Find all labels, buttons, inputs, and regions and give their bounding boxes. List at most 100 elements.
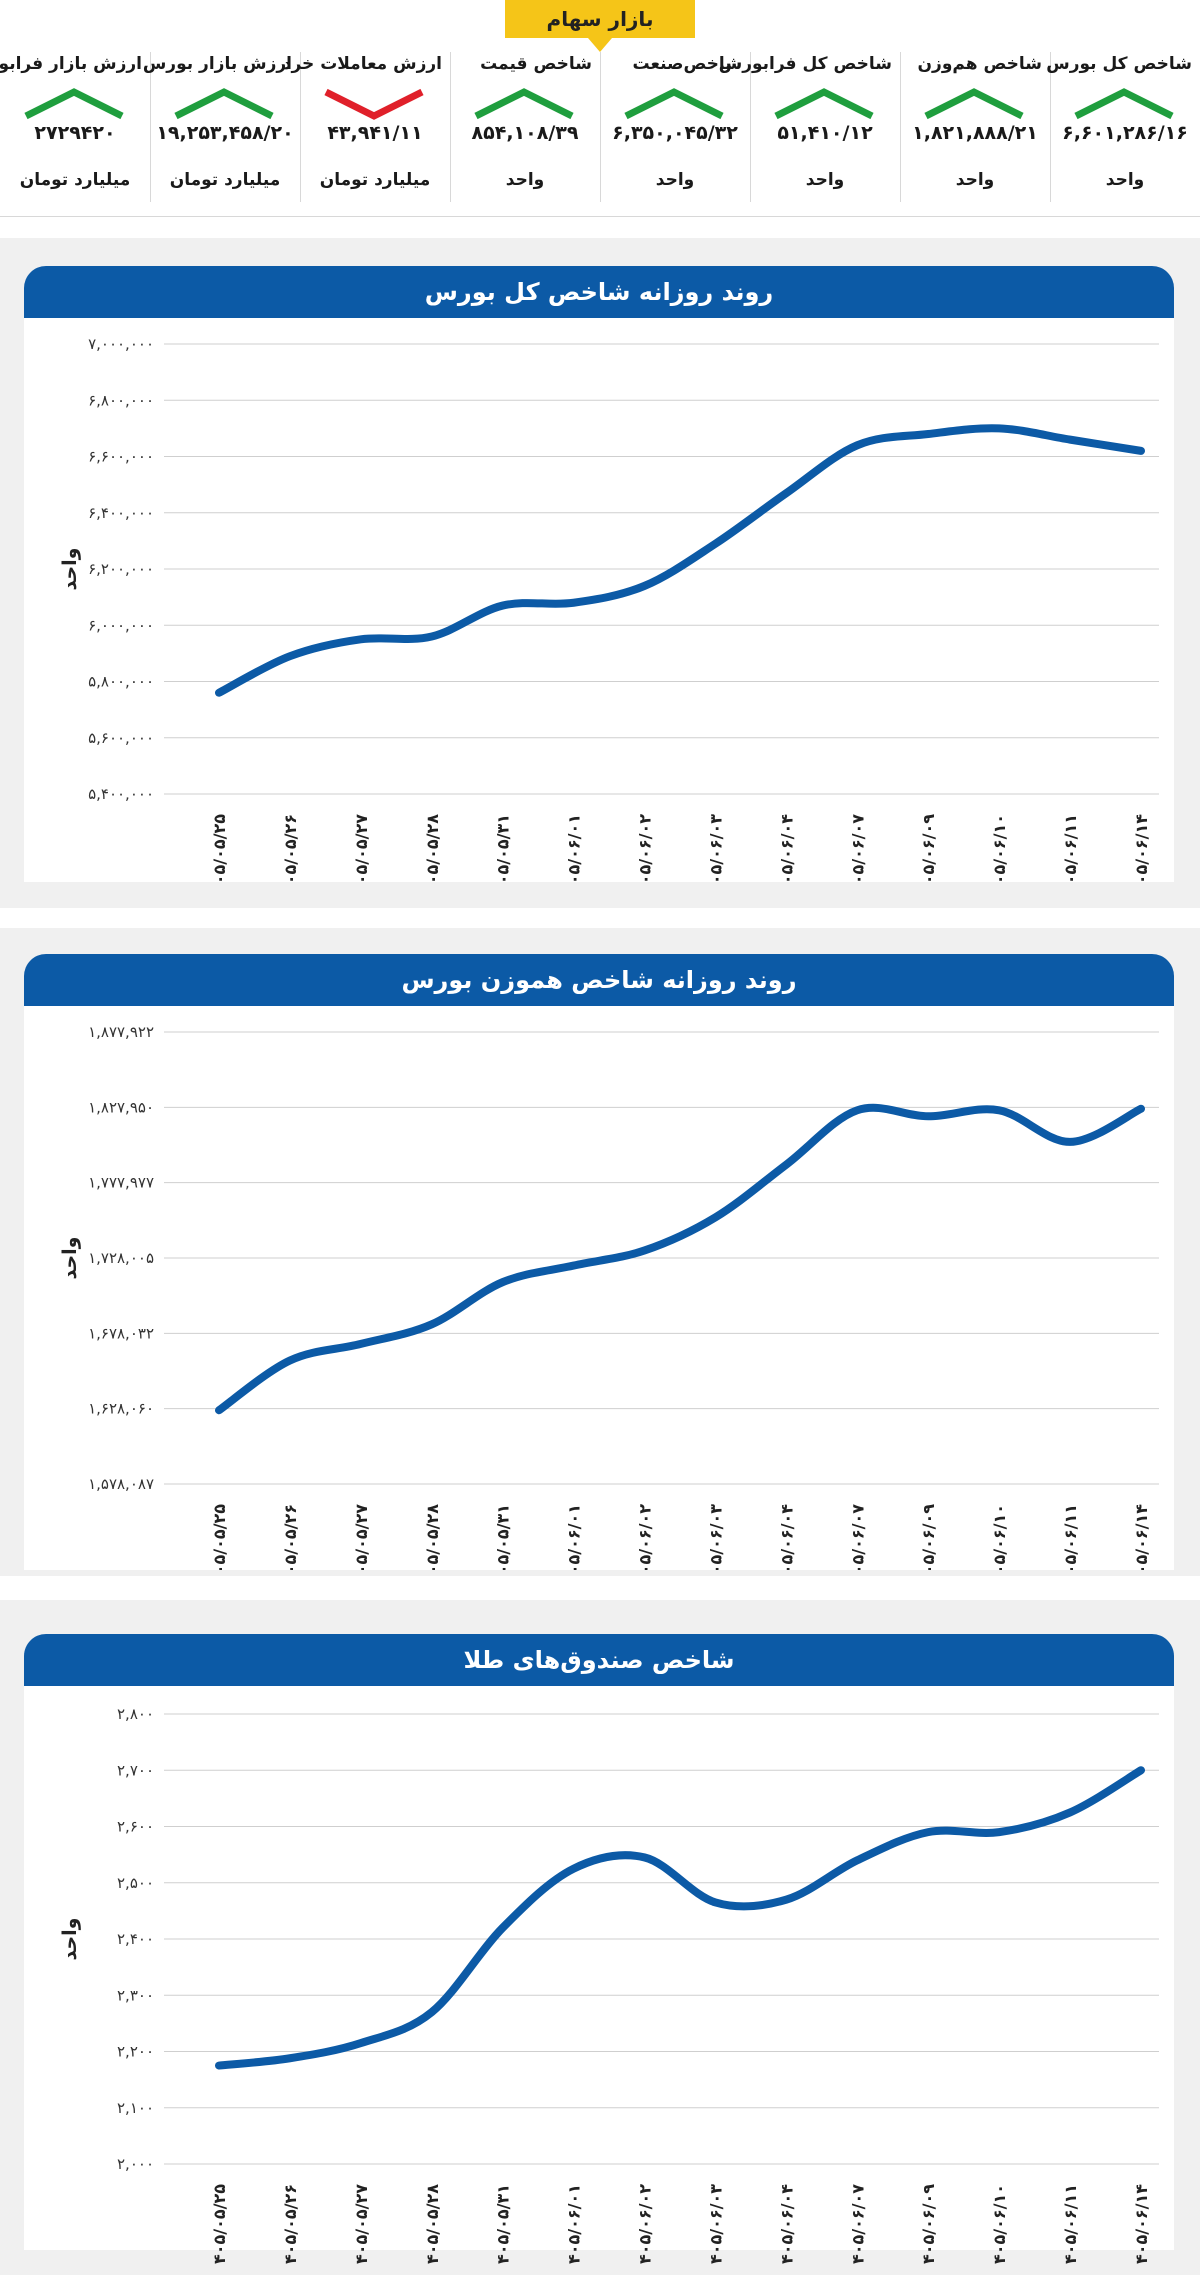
x-tick-label: ۱۴۰۵/۰۶/۱۴ [1132, 1504, 1151, 1570]
chart-total-index: ۵,۴۰۰,۰۰۰ ۵,۶۰۰,۰۰۰ ۵,۸۰۰,۰۰۰ ۶,۰۰۰,۰۰۰ ۶,۲۰… [59, 335, 1159, 882]
y-tick-label: ۲,۴۰۰ [117, 1930, 154, 1948]
series-line [215, 1766, 1145, 2070]
data-point [925, 431, 931, 437]
summary-stat-value: ۵۱,۴۱۰/۱۲ [777, 122, 873, 144]
divider [150, 52, 151, 202]
x-tick-label: ۱۴۰۵/۰۵/۳۱ [494, 814, 513, 882]
y-tick-label: ۱,۶۲۸,۰۶۰ [88, 1400, 154, 1418]
chart-card-gold-funds: شاخص صندوق‌های طلا ۲,۰۰۰ ۲,۱۰۰ ۲,۲۰۰ ۲,۳۰۰ ۲… [24, 1634, 1174, 2266]
data-point [1067, 437, 1073, 443]
y-tick-label: ۵,۶۰۰,۰۰۰ [88, 729, 154, 747]
y-tick-label: ۶,۴۰۰,۰۰۰ [88, 504, 154, 522]
chart-title-gold-funds: شاخص صندوق‌های طلا [24, 1634, 1174, 1686]
x-tick-label: ۱۴۰۵/۰۵/۲۷ [352, 2184, 371, 2266]
x-tick-label: ۱۴۰۵/۰۵/۲۸ [423, 2184, 442, 2266]
y-tick-label: ۱,۵۷۸,۰۸۷ [88, 1475, 154, 1493]
y-tick-label: ۶,۰۰۰,۰۰۰ [88, 616, 154, 634]
summary-stat-title: شاخص‌صنعت [632, 54, 742, 74]
divider [750, 52, 751, 202]
trend-up-icon [174, 88, 274, 120]
data-point [287, 653, 293, 659]
trend-down-icon [324, 88, 424, 120]
x-tick-label: ۱۴۰۵/۰۶/۰۱ [565, 1504, 584, 1570]
x-tick-label: ۱۴۰۵/۰۶/۰۳ [706, 814, 725, 882]
divider [900, 52, 901, 202]
summary-stat: شاخص هم‌وزن ۱,۸۲۱,۸۸۸/۲۱ واحد [900, 48, 1050, 208]
data-point [500, 603, 506, 609]
x-tick-label: ۱۴۰۵/۰۶/۱۰ [990, 1504, 1009, 1570]
summary-stat-unit: واحد [805, 170, 845, 190]
data-point [571, 1866, 577, 1872]
chart-title-equal-weight: روند روزانه شاخص هموزن بورس [24, 954, 1174, 1006]
x-tick-label: ۱۴۰۵/۰۶/۱۰ [990, 814, 1009, 882]
x-tick-label: ۱۴۰۵/۰۶/۱۰ [990, 2184, 1009, 2266]
y-tick-label: ۷,۰۰۰,۰۰۰ [88, 335, 154, 353]
chart-panel-equal-weight: روند روزانه شاخص هموزن بورس ۱,۵۷۸,۰۸۷ ۱,۶… [0, 928, 1200, 1576]
summary-stat-value: ۴۳,۹۴۱/۱۱ [327, 122, 423, 144]
x-tick-label: ۱۴۰۵/۰۶/۰۱ [565, 814, 584, 882]
y-tick-label: ۱,۷۷۷,۹۷۷ [88, 1174, 154, 1192]
summary-stat-unit: میلیارد تومان [19, 170, 131, 190]
summary-stat-unit: واحد [655, 170, 695, 190]
summary-stat: شاخص‌صنعت ۶,۳۵۰,۰۴۵/۳۲ واحد [600, 48, 750, 208]
x-tick-label: ۱۴۰۵/۰۵/۲۶ [281, 2184, 300, 2266]
summary-stat: شاخص قیمت ۸۵۴,۱۰۸/۳۹ واحد [450, 48, 600, 208]
y-tick-label: ۱,۶۷۸,۰۳۲ [88, 1324, 154, 1342]
y-tick-label: ۶,۸۰۰,۰۰۰ [88, 391, 154, 409]
summary-stat: ارزش بازار فرابورس ۲۷۲۹۴۲۰ میلیارد تومان [0, 48, 150, 208]
series-line [215, 424, 1145, 697]
y-axis-label: واحد [59, 1237, 81, 1280]
data-point [783, 1162, 789, 1168]
y-tick-label: ۲,۵۰۰ [117, 1874, 154, 1892]
x-tick-label: ۱۴۰۵/۰۵/۲۵ [210, 814, 229, 882]
x-tick-label: ۱۴۰۵/۰۶/۰۱ [565, 2184, 584, 2266]
summary-strip: شاخص کل بورس ۶,۶۰۱,۲۸۶/۱۶ واحد شاخص هم‌وزن ۱… [0, 48, 1200, 217]
data-point [429, 2009, 435, 2015]
summary-stat-title: شاخص کل بورس [1046, 54, 1192, 74]
data-point [854, 1857, 860, 1863]
data-point [358, 1341, 364, 1347]
section-tag: بازار سهام [505, 0, 695, 52]
x-tick-label: ۱۴۰۵/۰۶/۰۹ [919, 2184, 938, 2266]
data-point [642, 1247, 648, 1253]
chart-equal-weight: ۱,۵۷۸,۰۸۷ ۱,۶۲۸,۰۶۰ ۱,۶۷۸,۰۳۲ ۱,۷۲۸,۰۰۵ ۱,۷۷… [59, 1023, 1159, 1570]
summary-stat-unit: واحد [505, 170, 545, 190]
summary-stat-value: ۱,۸۲۱,۸۸۸/۲۱ [912, 122, 1038, 144]
trend-up-icon [474, 88, 574, 120]
summary-stat: ارزش معاملات خرد ۴۳,۹۴۱/۱۱ میلیارد تومان [283, 48, 450, 208]
data-point [1067, 1139, 1073, 1145]
data-point [571, 1263, 577, 1269]
y-tick-label: ۲,۶۰۰ [117, 1818, 154, 1836]
data-point [712, 541, 718, 547]
summary-stat-unit: واحد [1105, 170, 1145, 190]
data-point [571, 600, 577, 606]
y-tick-label: ۶,۶۰۰,۰۰۰ [88, 448, 154, 466]
data-point [925, 1829, 931, 1835]
data-point [429, 1321, 435, 1327]
data-point [1138, 448, 1144, 454]
summary-stat-value: ۶,۳۵۰,۰۴۵/۳۲ [612, 122, 738, 144]
summary-stat-value: ۲۷۲۹۴۲۰ [34, 122, 116, 144]
data-point [996, 1829, 1002, 1835]
summary-stat-title: شاخص قیمت [480, 54, 592, 74]
trend-up-icon [1074, 88, 1174, 120]
x-tick-label: ۱۴۰۵/۰۵/۲۷ [352, 1504, 371, 1570]
x-tick-label: ۱۴۰۵/۰۵/۳۱ [494, 1504, 513, 1570]
data-point [287, 2055, 293, 2061]
data-point [1067, 1809, 1073, 1815]
trend-up-icon [24, 88, 124, 120]
x-tick-label: ۱۴۰۵/۰۶/۱۱ [1061, 814, 1080, 882]
y-tick-label: ۱,۸۷۷,۹۲۲ [88, 1023, 154, 1041]
chart-gold-funds: ۲,۰۰۰ ۲,۱۰۰ ۲,۲۰۰ ۲,۳۰۰ ۲,۴۰۰ ۲,۵۰۰ ۲,۶۰۰ ۲,۷۰۰… [59, 1705, 1159, 2266]
x-tick-label: ۱۴۰۵/۰۵/۲۸ [423, 814, 442, 882]
x-tick-label: ۱۴۰۵/۰۶/۰۳ [706, 2184, 725, 2266]
y-tick-label: ۵,۸۰۰,۰۰۰ [88, 673, 154, 691]
x-tick-label: ۱۴۰۵/۰۶/۰۷ [848, 2184, 867, 2266]
divider [300, 52, 301, 202]
divider [450, 52, 451, 202]
x-tick-label: ۱۴۰۵/۰۵/۲۶ [281, 814, 300, 882]
trend-up-icon [774, 88, 874, 120]
data-point [996, 425, 1002, 431]
summary-stat-unit: میلیارد تومان [169, 170, 281, 190]
x-tick-label: ۱۴۰۵/۰۶/۰۲ [636, 2184, 655, 2266]
